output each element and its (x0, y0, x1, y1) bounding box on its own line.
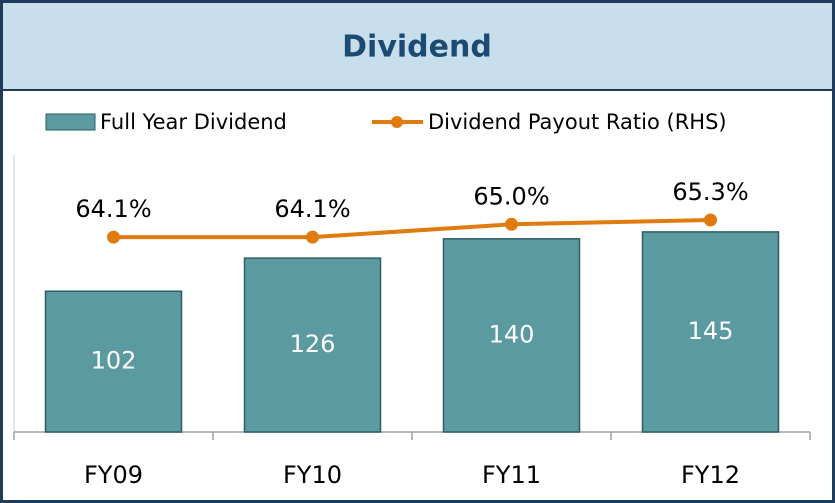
line (113, 218, 711, 240)
line-marker (107, 230, 120, 244)
chart-title: Dividend (342, 30, 492, 65)
x-tick-label: FY10 (283, 461, 342, 489)
bar-value-label: 145 (688, 317, 734, 345)
bar (641, 231, 780, 433)
x-tick-label: FY12 (681, 461, 740, 489)
line-marker (704, 213, 717, 227)
legend-label: Dividend Payout Ratio (RHS) (428, 110, 727, 134)
legend-label: Full Year Dividend (100, 110, 287, 134)
line-value-label: 65.0% (473, 182, 549, 210)
legend-swatch (45, 113, 96, 131)
line-value-label: 65.3% (672, 178, 748, 206)
line-marker (505, 217, 518, 231)
line-value-label: 64.1% (75, 195, 151, 223)
line-value-label: 64.1% (274, 195, 350, 223)
x-tick-label: FY09 (84, 461, 143, 489)
legend-marker (391, 116, 403, 128)
title-band (3, 3, 832, 90)
line-marker (306, 230, 319, 244)
bar-value-label: 102 (91, 347, 137, 375)
x-tick-label: FY11 (482, 461, 541, 489)
bar-value-label: 140 (489, 320, 535, 348)
bar (243, 257, 382, 433)
bar-value-label: 126 (290, 330, 336, 358)
bar (44, 290, 183, 433)
bar (442, 238, 581, 433)
